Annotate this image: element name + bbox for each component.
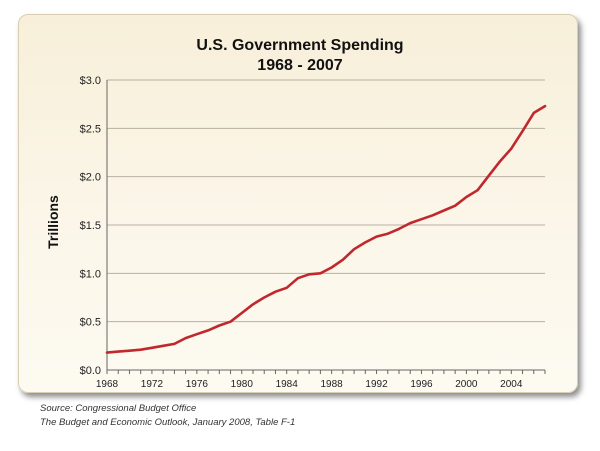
data-point — [398, 228, 400, 230]
x-tick-label: 1988 — [320, 379, 343, 390]
data-point — [195, 333, 198, 336]
data-point — [117, 350, 120, 353]
source-line-2: The Budget and Economic Outlook, January… — [40, 417, 296, 428]
y-tick-label: $0.5 — [80, 317, 101, 329]
x-tick-label: 1992 — [365, 379, 388, 390]
x-tick-label: 1972 — [141, 379, 164, 390]
data-point — [375, 235, 378, 238]
line-chart: U.S. Government Spending 1968 - 2007 Tri… — [45, 37, 547, 390]
data-point — [454, 204, 457, 207]
data-point — [285, 286, 288, 289]
chart-subtitle: 1968 - 2007 — [257, 57, 343, 74]
data-point — [353, 248, 355, 251]
data-point — [128, 349, 131, 352]
y-tick-label: $2.0 — [80, 172, 101, 184]
chart-card — [18, 14, 578, 393]
y-axis-label: Trillions — [45, 195, 61, 249]
data-point — [173, 343, 176, 345]
data-point — [487, 174, 490, 177]
data-point — [184, 337, 187, 339]
data-point — [106, 351, 108, 354]
data-point — [532, 112, 535, 114]
data-point — [252, 303, 254, 306]
x-axis-ticks: 1968 1972 1976 1980 1984 1988 1992 1996 2000 2004 — [96, 379, 523, 390]
y-tick-label: $1.5 — [80, 220, 101, 232]
data-point — [263, 296, 266, 299]
data-point — [364, 241, 367, 244]
x-tick-label: 1976 — [186, 379, 209, 390]
data-point — [308, 273, 311, 276]
data-point — [409, 222, 412, 225]
data-point — [151, 346, 153, 349]
x-tick-label: 2004 — [500, 379, 523, 390]
series-group — [105, 104, 547, 354]
y-tick-label: $0.0 — [80, 365, 101, 377]
source-line-1: Source: Congressional Budget Office — [40, 403, 197, 414]
y-tick-label: $2.5 — [80, 123, 101, 135]
data-point — [229, 320, 232, 323]
data-point — [465, 196, 468, 198]
data-point — [386, 232, 389, 235]
data-point — [341, 258, 344, 261]
data-point — [499, 160, 501, 163]
data-point — [476, 189, 479, 192]
chart-title: U.S. Government Spending — [196, 37, 403, 54]
x-tick-label: 1980 — [231, 379, 254, 390]
data-point — [162, 344, 165, 347]
gridlines — [107, 79, 545, 323]
data-point — [218, 324, 221, 327]
y-tick-label: $3.0 — [80, 75, 101, 87]
data-point — [510, 147, 513, 150]
x-tick-label: 1968 — [96, 379, 119, 390]
axes — [106, 80, 546, 374]
data-point — [330, 266, 333, 269]
data-point — [240, 312, 243, 314]
x-tick-label: 2000 — [455, 379, 478, 390]
data-point — [274, 290, 277, 293]
data-point — [319, 272, 322, 275]
x-tick-label: 1996 — [410, 379, 433, 390]
source-note: Source: Congressional Budget Office The … — [40, 402, 295, 430]
data-point — [207, 329, 210, 332]
data-point — [431, 214, 434, 217]
data-point — [420, 218, 423, 221]
data-point — [544, 105, 546, 107]
data-point — [297, 277, 299, 280]
series-line — [105, 104, 547, 354]
data-point — [139, 348, 142, 351]
x-tick-label: 1984 — [276, 379, 299, 390]
y-axis-ticks: $0.0 $0.5 $1.0 $1.5 $2.0 $2.5 $3.0 — [80, 75, 101, 377]
data-point — [443, 209, 445, 212]
y-tick-label: $1.0 — [80, 268, 101, 280]
data-point — [521, 130, 524, 133]
